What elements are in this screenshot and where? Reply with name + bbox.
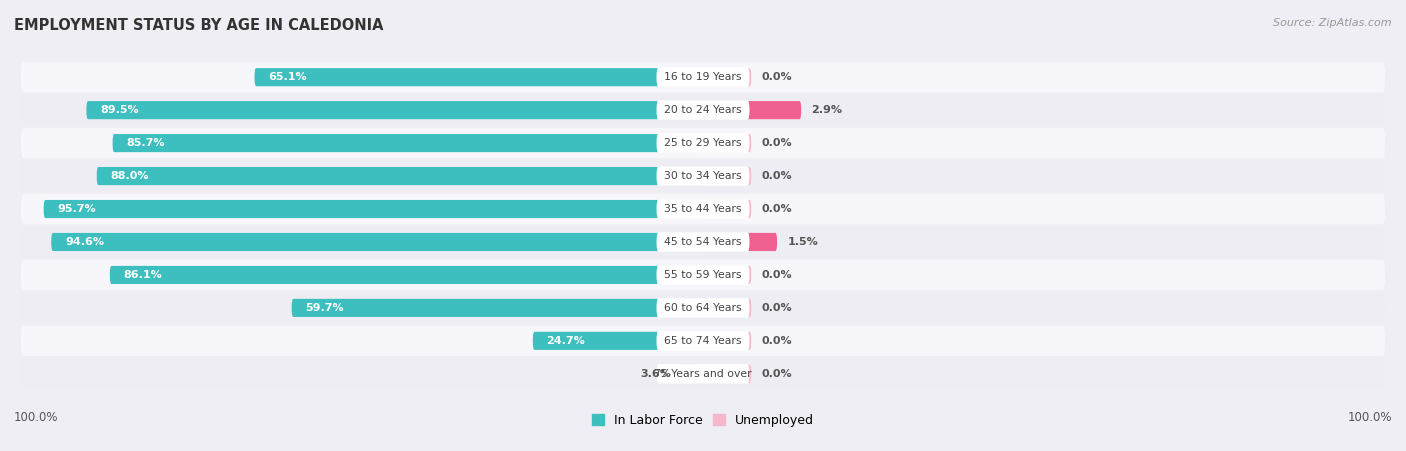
FancyBboxPatch shape xyxy=(657,133,749,153)
FancyBboxPatch shape xyxy=(657,364,749,383)
FancyBboxPatch shape xyxy=(21,227,1385,257)
FancyBboxPatch shape xyxy=(657,166,749,186)
FancyBboxPatch shape xyxy=(678,365,703,383)
Text: 25 to 29 Years: 25 to 29 Years xyxy=(664,138,742,148)
FancyBboxPatch shape xyxy=(703,134,751,152)
Text: 0.0%: 0.0% xyxy=(762,303,792,313)
Text: 20 to 24 Years: 20 to 24 Years xyxy=(664,105,742,115)
Text: 95.7%: 95.7% xyxy=(58,204,96,214)
FancyBboxPatch shape xyxy=(703,101,801,119)
Text: EMPLOYMENT STATUS BY AGE IN CALEDONIA: EMPLOYMENT STATUS BY AGE IN CALEDONIA xyxy=(14,18,384,33)
Text: 88.0%: 88.0% xyxy=(111,171,149,181)
Text: 86.1%: 86.1% xyxy=(124,270,162,280)
Text: 100.0%: 100.0% xyxy=(1347,411,1392,424)
FancyBboxPatch shape xyxy=(703,68,751,86)
Text: 0.0%: 0.0% xyxy=(762,171,792,181)
Text: 85.7%: 85.7% xyxy=(127,138,165,148)
FancyBboxPatch shape xyxy=(254,68,703,86)
FancyBboxPatch shape xyxy=(657,298,749,318)
FancyBboxPatch shape xyxy=(112,134,703,152)
Legend: In Labor Force, Unemployed: In Labor Force, Unemployed xyxy=(586,409,820,432)
FancyBboxPatch shape xyxy=(703,332,751,350)
Text: 75 Years and over: 75 Years and over xyxy=(654,369,752,379)
FancyBboxPatch shape xyxy=(44,200,703,218)
FancyBboxPatch shape xyxy=(703,266,751,284)
Text: 0.0%: 0.0% xyxy=(762,369,792,379)
FancyBboxPatch shape xyxy=(533,332,703,350)
FancyBboxPatch shape xyxy=(21,293,1385,323)
FancyBboxPatch shape xyxy=(657,199,749,219)
Text: 59.7%: 59.7% xyxy=(305,303,344,313)
FancyBboxPatch shape xyxy=(21,359,1385,389)
FancyBboxPatch shape xyxy=(51,233,703,251)
Text: 65.1%: 65.1% xyxy=(269,72,307,82)
Text: 100.0%: 100.0% xyxy=(14,411,59,424)
FancyBboxPatch shape xyxy=(703,200,751,218)
FancyBboxPatch shape xyxy=(657,265,749,285)
FancyBboxPatch shape xyxy=(21,194,1385,224)
Text: 65 to 74 Years: 65 to 74 Years xyxy=(664,336,742,346)
FancyBboxPatch shape xyxy=(110,266,703,284)
FancyBboxPatch shape xyxy=(657,101,749,120)
Text: 30 to 34 Years: 30 to 34 Years xyxy=(664,171,742,181)
Text: 0.0%: 0.0% xyxy=(762,204,792,214)
FancyBboxPatch shape xyxy=(21,260,1385,290)
Text: 60 to 64 Years: 60 to 64 Years xyxy=(664,303,742,313)
FancyBboxPatch shape xyxy=(703,233,778,251)
FancyBboxPatch shape xyxy=(657,68,749,87)
Text: 3.6%: 3.6% xyxy=(641,369,671,379)
FancyBboxPatch shape xyxy=(657,232,749,252)
Text: 35 to 44 Years: 35 to 44 Years xyxy=(664,204,742,214)
Text: 0.0%: 0.0% xyxy=(762,336,792,346)
Text: 89.5%: 89.5% xyxy=(100,105,139,115)
FancyBboxPatch shape xyxy=(97,167,703,185)
FancyBboxPatch shape xyxy=(21,128,1385,158)
Text: 24.7%: 24.7% xyxy=(547,336,585,346)
Text: Source: ZipAtlas.com: Source: ZipAtlas.com xyxy=(1274,18,1392,28)
FancyBboxPatch shape xyxy=(703,167,751,185)
FancyBboxPatch shape xyxy=(21,326,1385,356)
FancyBboxPatch shape xyxy=(657,331,749,350)
Text: 2.9%: 2.9% xyxy=(811,105,842,115)
FancyBboxPatch shape xyxy=(21,161,1385,191)
Text: 55 to 59 Years: 55 to 59 Years xyxy=(664,270,742,280)
Text: 0.0%: 0.0% xyxy=(762,72,792,82)
Text: 45 to 54 Years: 45 to 54 Years xyxy=(664,237,742,247)
Text: 94.6%: 94.6% xyxy=(65,237,104,247)
Text: 0.0%: 0.0% xyxy=(762,270,792,280)
Text: 1.5%: 1.5% xyxy=(787,237,818,247)
FancyBboxPatch shape xyxy=(703,365,751,383)
FancyBboxPatch shape xyxy=(21,62,1385,92)
FancyBboxPatch shape xyxy=(291,299,703,317)
Text: 16 to 19 Years: 16 to 19 Years xyxy=(664,72,742,82)
FancyBboxPatch shape xyxy=(86,101,703,119)
FancyBboxPatch shape xyxy=(703,299,751,317)
FancyBboxPatch shape xyxy=(21,95,1385,125)
Text: 0.0%: 0.0% xyxy=(762,138,792,148)
